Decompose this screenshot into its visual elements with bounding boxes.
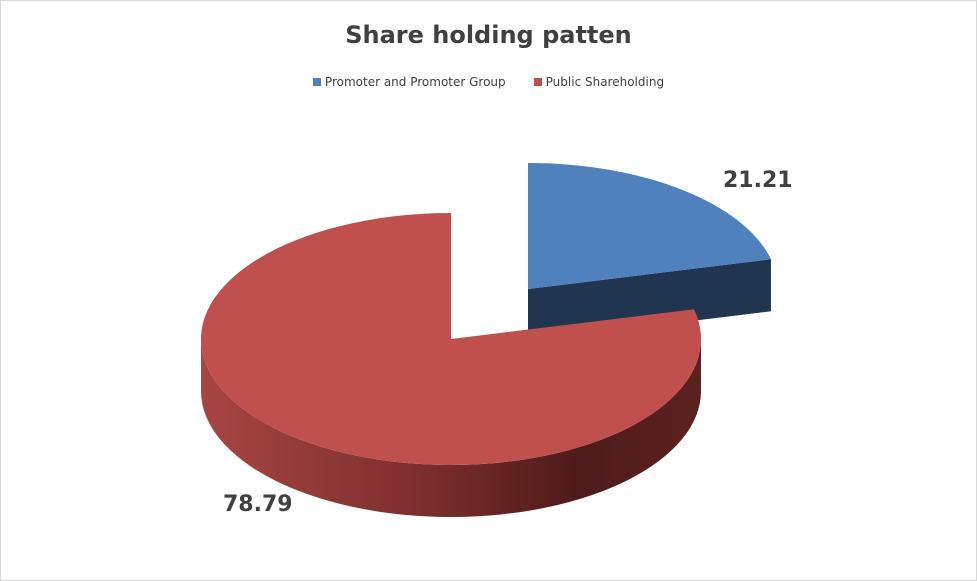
data-label-promoter: 21.21 bbox=[723, 168, 793, 193]
legend-label: Public Shareholding bbox=[545, 75, 665, 89]
slice-wall-1 bbox=[201, 339, 701, 517]
slice-side-face-0 bbox=[528, 259, 771, 341]
legend: Promoter and Promoter Group Public Share… bbox=[1, 75, 976, 89]
legend-label: Promoter and Promoter Group bbox=[324, 75, 506, 89]
legend-swatch bbox=[533, 78, 542, 86]
chart-title: Share holding patten bbox=[345, 21, 632, 49]
legend-item-public: Public Shareholding bbox=[533, 75, 665, 89]
slice-top-0 bbox=[528, 163, 771, 289]
legend-swatch bbox=[312, 78, 321, 86]
slice-top-1 bbox=[201, 213, 701, 465]
data-label-public: 78.79 bbox=[223, 492, 293, 517]
legend-item-promoter: Promoter and Promoter Group bbox=[312, 75, 506, 89]
